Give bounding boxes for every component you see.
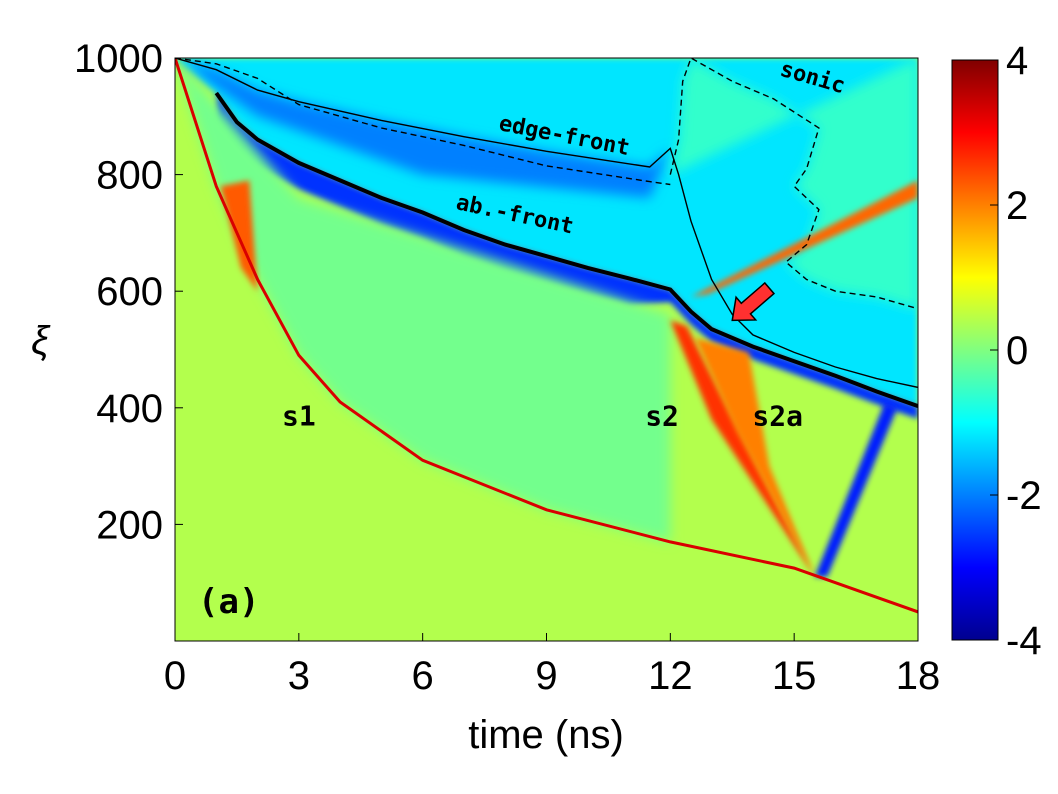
x-tick-label: 12 bbox=[648, 654, 693, 698]
x-tick-label: 15 bbox=[772, 654, 817, 698]
annotation-s1: s1 bbox=[282, 399, 316, 432]
colorbar-tick-label: 0 bbox=[1006, 329, 1028, 373]
y-tick-label: 1000 bbox=[74, 37, 163, 81]
annotation-s2: s2 bbox=[645, 399, 679, 432]
panel-label: (a) bbox=[198, 582, 259, 622]
region-s2-fan bbox=[670, 320, 815, 577]
shock-line-s1 bbox=[175, 58, 918, 614]
colorbar-tick-label: 2 bbox=[1006, 184, 1028, 228]
arrow-shape bbox=[731, 281, 776, 322]
x-tick-label: 3 bbox=[288, 654, 310, 698]
curve-dashed-boundary bbox=[175, 58, 671, 186]
y-axis-title: ξ bbox=[31, 319, 51, 363]
colorbar-ticks: 4 2 0 -2 -4 bbox=[990, 39, 1042, 663]
region-sonic-zone bbox=[670, 58, 918, 309]
x-tick-label: 9 bbox=[535, 654, 557, 698]
y-tick-label: 800 bbox=[96, 154, 163, 198]
front-curves bbox=[175, 58, 918, 408]
colorbar-tick-label: 4 bbox=[1006, 39, 1028, 83]
x-axis-ticks: 0 3 6 9 12 15 18 bbox=[164, 633, 940, 698]
y-tick-label: 200 bbox=[96, 503, 163, 547]
region-edge-band bbox=[175, 58, 671, 198]
region-rarefaction bbox=[814, 401, 898, 577]
colorbar-tick-label: -4 bbox=[1006, 619, 1042, 663]
x-tick-label: 18 bbox=[896, 654, 941, 698]
region-s2a-fan bbox=[695, 337, 815, 577]
curve-ab-front bbox=[214, 91, 918, 408]
x-tick-label: 6 bbox=[412, 654, 434, 698]
y-tick-label: 600 bbox=[96, 270, 163, 314]
colorbar: 4 2 0 -2 -4 bbox=[951, 39, 1042, 663]
region-front-band bbox=[216, 93, 918, 419]
highlight-arrow bbox=[731, 281, 776, 322]
colorbar-tick-label: -2 bbox=[1006, 474, 1042, 518]
region-shocked bbox=[175, 58, 671, 542]
plot-area bbox=[175, 58, 918, 641]
annotation-s2a: s2a bbox=[752, 399, 803, 432]
region-reflected-beam bbox=[690, 180, 918, 298]
shock-lines bbox=[175, 58, 918, 614]
x-tick-label: 0 bbox=[164, 654, 186, 698]
y-tick-label: 400 bbox=[96, 387, 163, 431]
x-axis-title: time (ns) bbox=[468, 713, 624, 757]
y-axis-ticks: 200 400 600 800 1000 bbox=[74, 37, 183, 547]
curve-sonic bbox=[669, 58, 918, 310]
arrow-layer bbox=[731, 281, 776, 322]
